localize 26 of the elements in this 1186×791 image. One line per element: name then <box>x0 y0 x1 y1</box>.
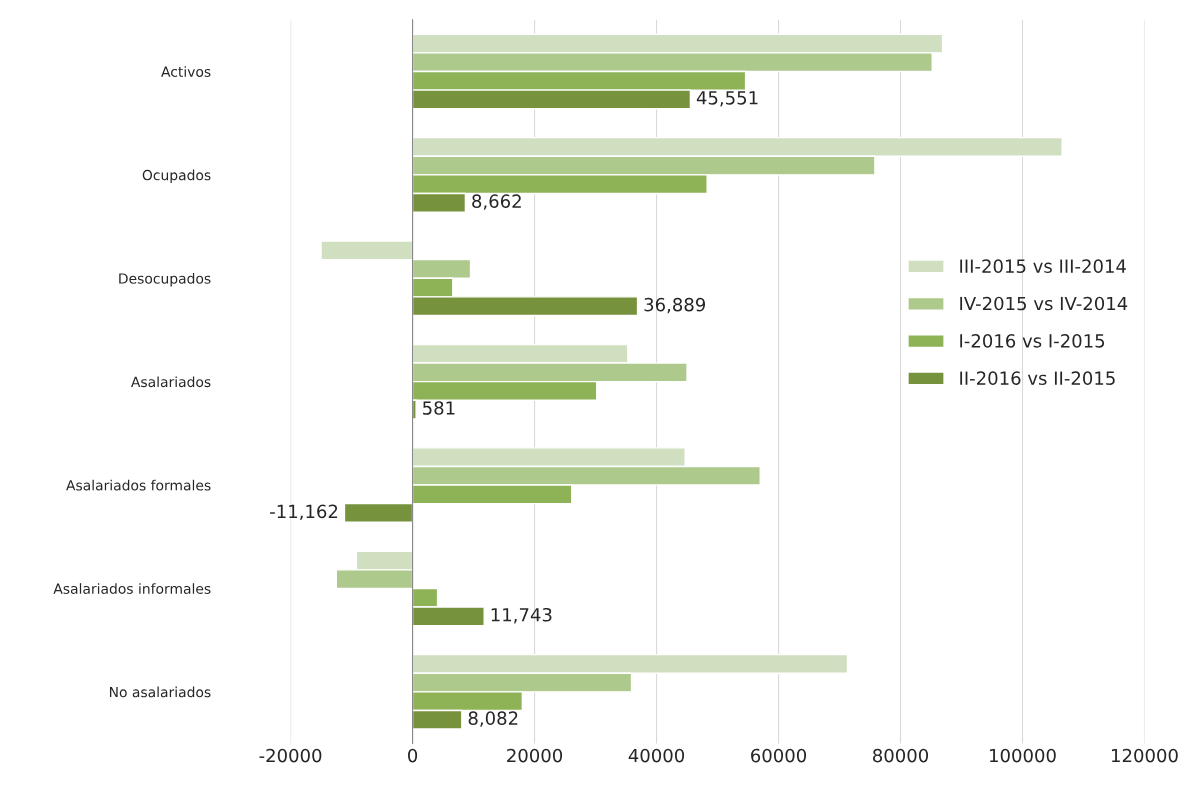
data-label: 581 <box>423 401 455 415</box>
data-label: 8,082 <box>468 711 518 727</box>
x-tick-label: 100000 <box>990 748 1056 763</box>
data-label: -11,162 <box>270 504 338 521</box>
y-tick-label: Asalariados <box>131 376 211 388</box>
x-tick-label: 20000 <box>507 748 563 763</box>
legend-label: III-2015 vs III-2014 <box>960 259 1126 273</box>
y-tick-label: Ocupados <box>142 169 211 184</box>
legend-label: I-2016 vs I-2015 <box>960 334 1105 348</box>
y-tick-label: No asalariados <box>109 686 211 698</box>
x-tick-label: -20000 <box>259 748 322 763</box>
data-label: 11,743 <box>491 607 552 624</box>
y-tick-label: Desocupados <box>119 272 211 287</box>
x-tick-label: 0 <box>408 748 418 763</box>
legend-label: IV-2015 vs IV-2014 <box>960 296 1128 311</box>
y-tick-label: Activos <box>161 66 211 77</box>
y-tick-label: Asalariados formales <box>66 479 211 491</box>
legend-label: II-2016 vs II-2015 <box>960 371 1115 385</box>
x-tick-label: 40000 <box>628 748 685 763</box>
data-label: 36,889 <box>644 297 706 314</box>
data-label: 8,662 <box>472 194 521 210</box>
x-tick-label: 60000 <box>751 748 807 763</box>
data-label: 45,551 <box>696 91 758 107</box>
x-tick-label: 120000 <box>1112 748 1178 763</box>
y-tick-label: Asalariados informales <box>53 583 211 594</box>
x-tick-label: 80000 <box>873 748 929 763</box>
